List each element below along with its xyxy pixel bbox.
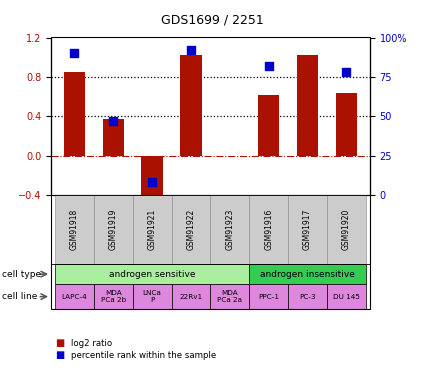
Text: GSM91921: GSM91921 [147, 209, 156, 251]
Text: MDA
PCa 2b: MDA PCa 2b [101, 290, 126, 303]
Text: cell line: cell line [2, 292, 37, 301]
Text: MDA
PCa 2a: MDA PCa 2a [217, 290, 242, 303]
Text: LAPC-4: LAPC-4 [62, 294, 87, 300]
Text: androgen sensitive: androgen sensitive [109, 270, 196, 279]
Text: PC-3: PC-3 [299, 294, 316, 300]
Text: GSM91919: GSM91919 [109, 209, 118, 251]
Bar [180, 55, 201, 156]
Text: percentile rank within the sample: percentile rank within the sample [71, 351, 217, 360]
Text: GSM91916: GSM91916 [264, 209, 273, 251]
Text: cell type: cell type [2, 270, 41, 279]
Bar [102, 119, 124, 156]
Text: GSM91917: GSM91917 [303, 209, 312, 251]
Point [187, 47, 194, 53]
Bar [297, 55, 318, 156]
Text: 22Rv1: 22Rv1 [179, 294, 202, 300]
Text: GSM91923: GSM91923 [225, 209, 234, 251]
Text: PPC-1: PPC-1 [258, 294, 279, 300]
Text: GSM91920: GSM91920 [342, 209, 351, 251]
Bar [336, 93, 357, 156]
Point [149, 179, 156, 185]
Bar [142, 156, 163, 199]
Text: GDS1699 / 2251: GDS1699 / 2251 [161, 13, 264, 26]
Point [71, 50, 78, 56]
Text: log2 ratio: log2 ratio [71, 339, 113, 348]
Bar [64, 72, 85, 156]
Text: GSM91922: GSM91922 [187, 209, 196, 251]
Text: ■: ■ [55, 350, 65, 360]
Text: LNCa
P: LNCa P [143, 290, 162, 303]
Point [110, 118, 116, 124]
Bar [258, 94, 279, 156]
Text: DU 145: DU 145 [333, 294, 360, 300]
Point [343, 69, 350, 75]
Text: ■: ■ [55, 338, 65, 348]
Text: GSM91918: GSM91918 [70, 209, 79, 251]
Point [265, 63, 272, 69]
Text: androgen insensitive: androgen insensitive [260, 270, 355, 279]
